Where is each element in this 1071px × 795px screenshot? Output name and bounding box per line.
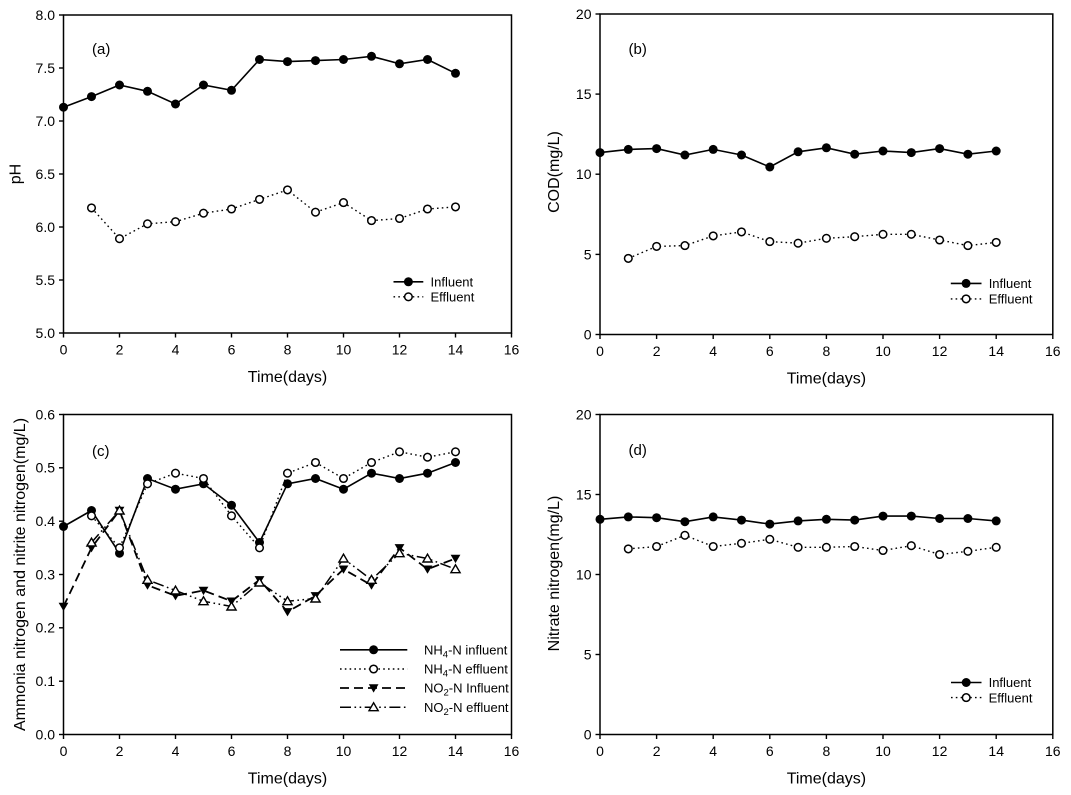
svg-text:16: 16 [504, 743, 520, 759]
svg-text:4: 4 [709, 343, 717, 359]
svg-text:7.5: 7.5 [36, 60, 56, 76]
svg-text:16: 16 [1045, 343, 1061, 359]
svg-text:4: 4 [709, 743, 717, 759]
svg-text:Time(days): Time(days) [787, 371, 866, 388]
svg-text:10: 10 [576, 166, 592, 182]
svg-text:16: 16 [1045, 743, 1061, 759]
svg-text:0.0: 0.0 [36, 726, 56, 742]
svg-text:10: 10 [336, 342, 352, 358]
svg-text:5: 5 [584, 646, 592, 662]
svg-text:4: 4 [172, 743, 180, 759]
svg-text:5.5: 5.5 [36, 272, 56, 288]
svg-text:0.4: 0.4 [36, 513, 56, 529]
svg-text:8: 8 [823, 343, 831, 359]
svg-text:8.0: 8.0 [36, 7, 56, 23]
svg-text:16: 16 [504, 342, 520, 358]
svg-text:0: 0 [60, 743, 68, 759]
svg-text:12: 12 [392, 743, 408, 759]
svg-text:Effluent: Effluent [989, 690, 1033, 705]
svg-text:2: 2 [116, 743, 124, 759]
svg-text:8: 8 [284, 342, 292, 358]
svg-text:COD(mg/L): COD(mg/L) [546, 131, 563, 213]
svg-text:(d): (d) [629, 442, 647, 459]
svg-text:pH: pH [8, 164, 25, 184]
svg-text:0.2: 0.2 [36, 620, 56, 636]
svg-text:0: 0 [596, 343, 604, 359]
svg-text:15: 15 [576, 486, 592, 502]
svg-text:0: 0 [584, 326, 592, 342]
svg-text:Ammonia nitrogen and nitrite n: Ammonia nitrogen and nitrite nitrogen(mg… [12, 418, 29, 731]
svg-text:Effluent: Effluent [431, 290, 475, 305]
svg-text:5.0: 5.0 [36, 325, 56, 341]
svg-text:0.6: 0.6 [36, 406, 56, 422]
svg-text:0: 0 [60, 342, 68, 358]
svg-text:14: 14 [988, 343, 1004, 359]
svg-text:2: 2 [116, 342, 124, 358]
svg-text:(a): (a) [92, 41, 110, 58]
svg-text:14: 14 [448, 743, 464, 759]
svg-text:0.3: 0.3 [36, 566, 56, 582]
svg-text:0.5: 0.5 [36, 460, 56, 476]
svg-text:10: 10 [875, 743, 891, 759]
svg-text:4: 4 [172, 342, 180, 358]
svg-text:12: 12 [932, 743, 948, 759]
svg-text:Influent: Influent [989, 276, 1032, 291]
svg-text:2: 2 [653, 343, 661, 359]
svg-text:7.0: 7.0 [36, 113, 56, 129]
svg-text:0: 0 [584, 726, 592, 742]
svg-text:6.5: 6.5 [36, 166, 56, 182]
svg-text:Time(days): Time(days) [248, 771, 327, 788]
svg-text:15: 15 [576, 86, 592, 102]
svg-text:Influent: Influent [431, 275, 474, 290]
svg-text:12: 12 [392, 342, 408, 358]
svg-text:10: 10 [875, 343, 891, 359]
svg-text:(c): (c) [92, 443, 110, 460]
svg-text:14: 14 [448, 342, 464, 358]
svg-text:14: 14 [988, 743, 1004, 759]
svg-text:Nitrate nitrogen(mg/L): Nitrate nitrogen(mg/L) [546, 496, 563, 652]
svg-text:6: 6 [228, 743, 236, 759]
svg-text:6: 6 [228, 342, 236, 358]
svg-text:6: 6 [766, 743, 774, 759]
svg-text:20: 20 [576, 6, 592, 22]
svg-text:Effluent: Effluent [989, 292, 1033, 307]
svg-text:0: 0 [596, 743, 604, 759]
svg-text:Time(days): Time(days) [248, 369, 327, 386]
svg-text:2: 2 [653, 743, 661, 759]
svg-text:6.0: 6.0 [36, 219, 56, 235]
svg-text:8: 8 [284, 743, 292, 759]
svg-text:Time(days): Time(days) [787, 771, 866, 788]
svg-text:10: 10 [576, 566, 592, 582]
svg-text:12: 12 [932, 343, 948, 359]
svg-text:10: 10 [336, 743, 352, 759]
svg-text:0.1: 0.1 [36, 673, 56, 689]
svg-text:(b): (b) [629, 41, 647, 58]
svg-text:8: 8 [823, 743, 831, 759]
svg-text:20: 20 [576, 406, 592, 422]
svg-text:5: 5 [584, 246, 592, 262]
svg-text:6: 6 [766, 343, 774, 359]
svg-text:Influent: Influent [989, 675, 1032, 690]
